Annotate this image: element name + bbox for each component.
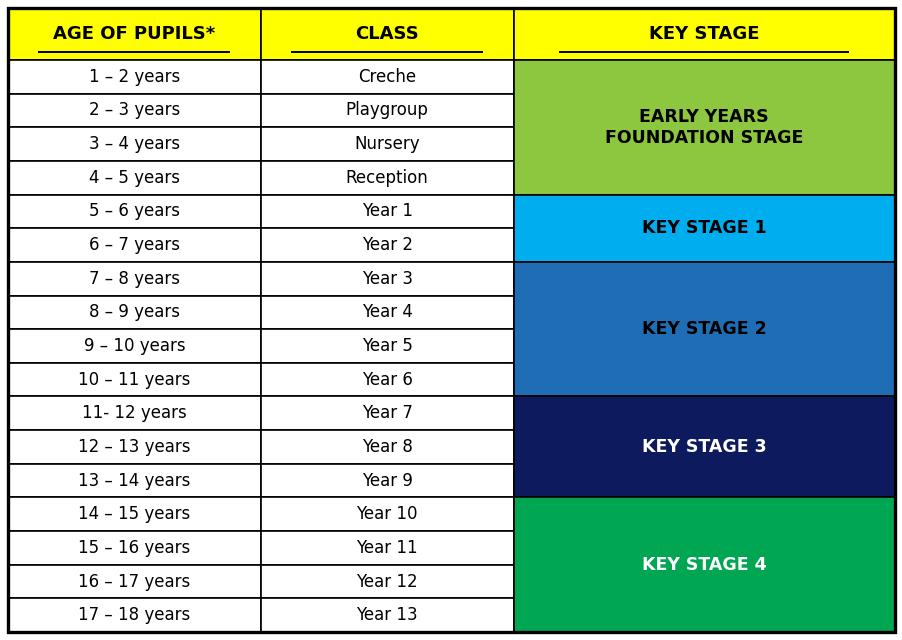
Bar xyxy=(8,296,261,329)
Text: 1 – 2 years: 1 – 2 years xyxy=(88,68,179,86)
Bar xyxy=(261,497,513,531)
Bar xyxy=(8,329,261,363)
Bar xyxy=(8,195,261,228)
Text: 7 – 8 years: 7 – 8 years xyxy=(88,269,179,288)
Bar xyxy=(8,430,261,464)
Text: KEY STAGE 3: KEY STAGE 3 xyxy=(641,438,766,456)
Text: Year 3: Year 3 xyxy=(362,269,412,288)
Bar xyxy=(261,127,513,161)
Bar xyxy=(261,564,513,598)
Text: Year 8: Year 8 xyxy=(362,438,412,456)
Text: Year 2: Year 2 xyxy=(362,236,412,254)
Bar xyxy=(261,161,513,195)
Text: Year 11: Year 11 xyxy=(356,539,418,557)
Bar xyxy=(8,127,261,161)
Bar xyxy=(8,598,261,632)
Bar xyxy=(8,93,261,127)
Bar xyxy=(513,262,894,396)
Text: KEY STAGE: KEY STAGE xyxy=(649,25,759,43)
Text: Year 10: Year 10 xyxy=(356,505,418,524)
Text: 16 – 17 years: 16 – 17 years xyxy=(78,573,190,591)
Text: CLASS: CLASS xyxy=(354,25,419,43)
Bar xyxy=(8,396,261,430)
Bar xyxy=(261,93,513,127)
Text: 15 – 16 years: 15 – 16 years xyxy=(78,539,190,557)
Bar xyxy=(261,598,513,632)
Text: Year 6: Year 6 xyxy=(362,371,412,388)
Text: 11- 12 years: 11- 12 years xyxy=(82,404,187,422)
Text: 14 – 15 years: 14 – 15 years xyxy=(78,505,190,524)
Bar xyxy=(8,497,261,531)
Text: KEY STAGE 2: KEY STAGE 2 xyxy=(641,320,766,338)
Bar xyxy=(8,60,261,93)
Text: AGE OF PUPILS*: AGE OF PUPILS* xyxy=(53,25,216,43)
Bar xyxy=(261,329,513,363)
Text: 6 – 7 years: 6 – 7 years xyxy=(88,236,179,254)
Text: Year 7: Year 7 xyxy=(362,404,412,422)
Text: 9 – 10 years: 9 – 10 years xyxy=(84,337,185,355)
Bar xyxy=(261,8,513,60)
Bar xyxy=(261,60,513,93)
Bar xyxy=(261,262,513,296)
Bar xyxy=(8,464,261,497)
Bar xyxy=(8,228,261,262)
Text: 3 – 4 years: 3 – 4 years xyxy=(88,135,179,153)
Bar xyxy=(261,228,513,262)
Text: Year 13: Year 13 xyxy=(356,606,418,624)
Bar xyxy=(261,363,513,396)
Text: Reception: Reception xyxy=(345,169,428,187)
Bar xyxy=(261,296,513,329)
Text: 4 – 5 years: 4 – 5 years xyxy=(88,169,179,187)
Text: Creche: Creche xyxy=(358,68,416,86)
Bar xyxy=(513,8,894,60)
Bar xyxy=(513,497,894,632)
Text: 5 – 6 years: 5 – 6 years xyxy=(88,202,179,220)
Text: 12 – 13 years: 12 – 13 years xyxy=(78,438,190,456)
Text: KEY STAGE 1: KEY STAGE 1 xyxy=(641,220,766,237)
Bar xyxy=(8,531,261,564)
Text: KEY STAGE 4: KEY STAGE 4 xyxy=(641,556,766,573)
Text: EARLY YEARS
FOUNDATION STAGE: EARLY YEARS FOUNDATION STAGE xyxy=(604,108,803,147)
Text: Year 12: Year 12 xyxy=(356,573,418,591)
Bar xyxy=(513,195,894,262)
Bar xyxy=(261,195,513,228)
Text: 10 – 11 years: 10 – 11 years xyxy=(78,371,190,388)
Bar xyxy=(8,262,261,296)
Text: 8 – 9 years: 8 – 9 years xyxy=(88,303,179,321)
Text: Year 5: Year 5 xyxy=(362,337,412,355)
Bar xyxy=(8,8,261,60)
Bar xyxy=(8,564,261,598)
Text: 2 – 3 years: 2 – 3 years xyxy=(88,102,179,120)
Bar xyxy=(8,363,261,396)
Text: Year 9: Year 9 xyxy=(362,472,412,490)
Text: Playgroup: Playgroup xyxy=(345,102,428,120)
Text: Year 1: Year 1 xyxy=(362,202,412,220)
Text: Year 4: Year 4 xyxy=(362,303,412,321)
Bar xyxy=(261,430,513,464)
Text: 13 – 14 years: 13 – 14 years xyxy=(78,472,190,490)
Text: 17 – 18 years: 17 – 18 years xyxy=(78,606,190,624)
Bar xyxy=(8,161,261,195)
Bar xyxy=(513,60,894,195)
Bar xyxy=(261,396,513,430)
Bar xyxy=(513,396,894,497)
Text: Nursery: Nursery xyxy=(354,135,419,153)
Bar xyxy=(261,531,513,564)
Bar xyxy=(261,464,513,497)
